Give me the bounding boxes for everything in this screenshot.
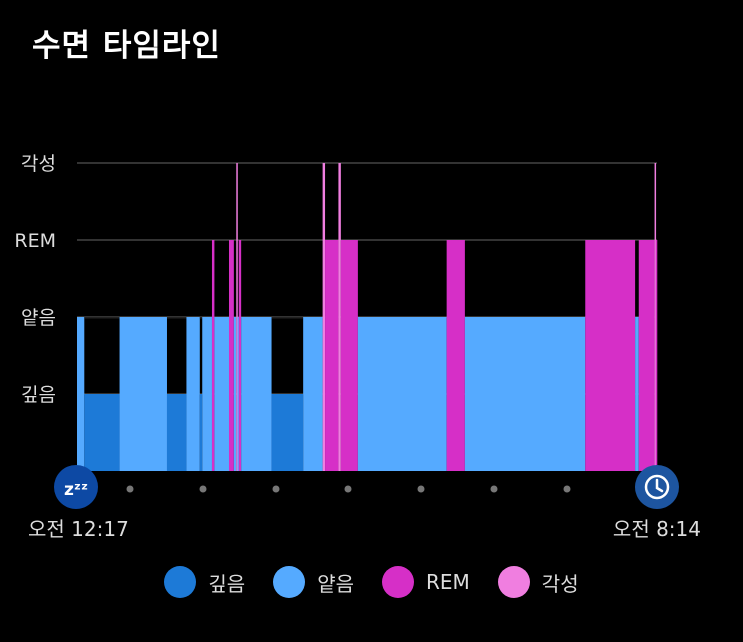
segment-awake-17 <box>322 163 326 471</box>
segment-13 <box>238 240 242 471</box>
legend-item-awake: 각성 <box>497 566 579 598</box>
sleep-timeline-chart: 깊음 얕음 REM 각성 zᶻᶻ <box>14 153 679 509</box>
baseline-dot-5 <box>490 485 498 493</box>
segment-10 <box>233 317 237 471</box>
legend-item-light: 얕음 <box>273 566 354 598</box>
segment-awake-19 <box>338 163 341 471</box>
legend-swatch-rem <box>382 566 414 598</box>
end-time-label: 오전 8:14 <box>612 517 701 541</box>
baseline-dot-1 <box>199 485 207 493</box>
page-title: 수면 타임라인 <box>32 28 221 64</box>
baseline-dot-0 <box>126 485 134 493</box>
segment-24 <box>585 240 636 471</box>
baseline-dot-3 <box>344 485 352 493</box>
zzz-icon <box>54 465 98 509</box>
y-tick-label-1: 얕음 <box>21 307 56 329</box>
legend-swatch-deep <box>164 566 197 598</box>
segment-2 <box>119 317 167 471</box>
segment-5 <box>199 394 203 471</box>
legend-item-rem: REM <box>382 566 470 598</box>
segment-9 <box>228 240 234 471</box>
segment-23 <box>464 317 586 471</box>
baseline-dot-2 <box>272 485 280 493</box>
clock-icon-face <box>644 474 670 500</box>
y-tick-label-2: REM <box>14 230 56 252</box>
clock-icon-hands <box>655 478 664 493</box>
legend-label-rem: REM <box>426 570 470 594</box>
segment-awake-11 <box>236 163 238 471</box>
baseline-dot-4 <box>417 485 425 493</box>
segment-16 <box>303 317 323 471</box>
segment-20 <box>340 240 358 471</box>
zzz-icon-glyph: zᶻᶻ <box>64 480 88 500</box>
segment-28 <box>655 240 658 471</box>
segment-6 <box>202 317 212 471</box>
segment-21 <box>357 317 447 471</box>
y-tick-label-3: 각성 <box>21 153 56 175</box>
segment-7 <box>211 240 215 471</box>
segment-deep-gap-3 <box>166 317 187 319</box>
segment-0 <box>77 317 85 471</box>
legend: 깊음 얕음 REM 각성 <box>0 566 743 598</box>
legend-label-deep: 깊음 <box>208 571 246 596</box>
segment-15 <box>271 394 304 471</box>
legend-label-light: 얕음 <box>317 571 354 596</box>
legend-swatch-awake <box>497 566 530 598</box>
legend-item-deep: 깊음 <box>164 566 245 598</box>
segment-12 <box>237 317 240 471</box>
start-time-label: 오전 12:17 <box>28 517 129 541</box>
legend-label-awake: 각성 <box>541 571 579 596</box>
segment-18 <box>325 240 339 471</box>
legend-swatch-light <box>273 566 306 598</box>
segment-8 <box>214 317 229 471</box>
segment-deep-gap-5 <box>199 317 203 319</box>
segment-3 <box>166 394 187 471</box>
segment-deep-gap-1 <box>84 317 120 319</box>
segment-4 <box>186 317 200 471</box>
segment-25 <box>635 317 639 471</box>
segment-awake-27 <box>654 163 657 471</box>
y-tick-label-0: 깊음 <box>21 384 56 406</box>
segment-22 <box>446 240 465 471</box>
baseline-dot-6 <box>563 485 571 493</box>
segment-14 <box>241 317 272 471</box>
segment-26 <box>638 240 655 471</box>
segment-1 <box>84 394 120 471</box>
segment-deep-gap-15 <box>271 317 304 319</box>
